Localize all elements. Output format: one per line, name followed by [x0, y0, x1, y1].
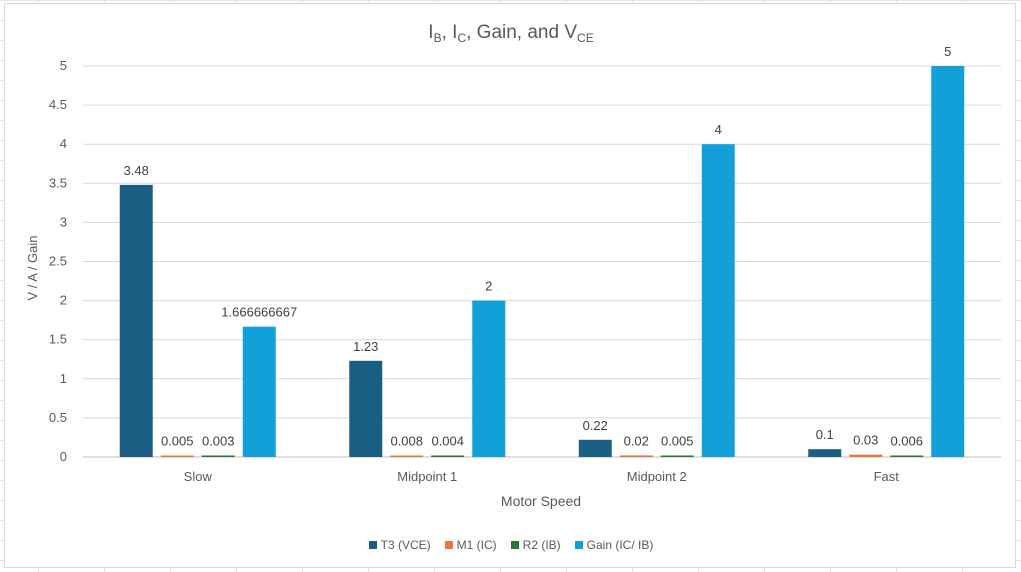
y-tick-label: 3.5 [49, 175, 67, 190]
data-label: 2 [485, 279, 492, 294]
y-axis-label: V / A / Gain [25, 235, 40, 300]
x-axis-label: Motor Speed [501, 493, 581, 509]
data-label: 3.48 [124, 163, 149, 178]
data-label: 0.008 [390, 434, 423, 449]
bar-t3-vce--3[interactable] [808, 449, 842, 457]
bar-r2-ib--2[interactable] [660, 455, 694, 458]
data-label: 0.006 [890, 434, 923, 449]
y-tick-label: 0 [60, 449, 67, 464]
gridlines [83, 65, 1001, 458]
bar-gain-ic-ib--2[interactable] [701, 144, 735, 457]
bar-m1-ic--3[interactable] [849, 454, 883, 457]
data-label: 0.22 [583, 418, 608, 433]
bars [119, 66, 965, 458]
legend-swatch [574, 541, 583, 549]
data-labels: 3.48 0.005 0.003 1.666666667 1.23 0.008 0.004 2… [124, 44, 952, 449]
x-axis-ticks: Slow Midpoint 1 Midpoint 2 Fast [184, 469, 900, 484]
legend-item[interactable]: Gain (IC/ IB) [574, 538, 654, 552]
bar-m1-ic--1[interactable] [390, 455, 424, 458]
data-label: 0.1 [816, 427, 834, 442]
bar-gain-ic-ib--0[interactable] [242, 326, 276, 457]
data-label: 1.666666667 [221, 305, 297, 320]
y-tick-label: 3 [60, 214, 67, 229]
data-label: 0.005 [661, 434, 694, 449]
bar-m1-ic--0[interactable] [160, 455, 194, 458]
y-axis-ticks: 0 0.5 1 1.5 2 2.5 3 3.5 4 4.5 5 [49, 58, 67, 464]
legend-item[interactable]: M1 (IC) [444, 538, 497, 552]
x-tick-label: Slow [184, 469, 213, 484]
legend-label: Gain (IC/ IB) [586, 538, 654, 552]
data-label: 0.004 [431, 434, 464, 449]
legend-label: T3 (VCE) [380, 538, 431, 552]
bar-t3-vce--2[interactable] [578, 439, 612, 457]
y-tick-label: 5 [60, 58, 67, 73]
bar-r2-ib--3[interactable] [890, 455, 924, 458]
bar-t3-vce--0[interactable] [119, 184, 153, 457]
y-tick-label: 1 [60, 371, 67, 386]
data-label: 0.003 [202, 434, 235, 449]
legend-label: M1 (IC) [456, 538, 497, 552]
legend-label: R2 (IB) [522, 538, 561, 552]
data-label: 0.03 [853, 433, 878, 448]
legend-swatch [444, 541, 453, 549]
x-tick-label: Midpoint 2 [627, 469, 687, 484]
bar-t3-vce--1[interactable] [349, 360, 383, 457]
x-tick-label: Midpoint 1 [397, 469, 457, 484]
y-tick-label: 2.5 [49, 254, 67, 269]
bar-r2-ib--0[interactable] [201, 455, 235, 458]
data-label: 1.23 [353, 339, 378, 354]
y-tick-label: 2 [60, 293, 67, 308]
x-tick-label: Fast [874, 469, 900, 484]
chart-area[interactable]: IB, IC, Gain, and VCE 0 0.5 1 1.5 2 2.5 3 3.5 4 4… [4, 3, 1016, 568]
legend-item[interactable]: T3 (VCE) [368, 538, 431, 552]
y-tick-label: 4 [60, 136, 67, 151]
data-label: 4 [715, 122, 722, 137]
legend-swatch [368, 541, 377, 549]
bar-gain-ic-ib--3[interactable] [931, 66, 965, 457]
data-label: 5 [944, 44, 951, 59]
chart-title: IB, IC, Gain, and VCE [428, 22, 594, 45]
legend: T3 (VCE) M1 (IC) R2 (IB) Gain (IC/ IB) [5, 538, 1017, 552]
bar-gain-ic-ib--1[interactable] [472, 300, 506, 457]
bar-r2-ib--1[interactable] [431, 455, 465, 458]
data-label: 0.02 [624, 433, 649, 448]
y-tick-label: 4.5 [49, 97, 67, 112]
legend-item[interactable]: R2 (IB) [510, 538, 561, 552]
bar-chart: 0 0.5 1 1.5 2 2.5 3 3.5 4 4.5 5 3.48 0.005 0.003 1.66… [25, 44, 1001, 509]
legend-swatch [510, 541, 519, 549]
bar-m1-ic--2[interactable] [619, 455, 653, 457]
y-tick-label: 1.5 [49, 332, 67, 347]
data-label: 0.005 [161, 434, 194, 449]
y-tick-label: 0.5 [49, 410, 67, 425]
